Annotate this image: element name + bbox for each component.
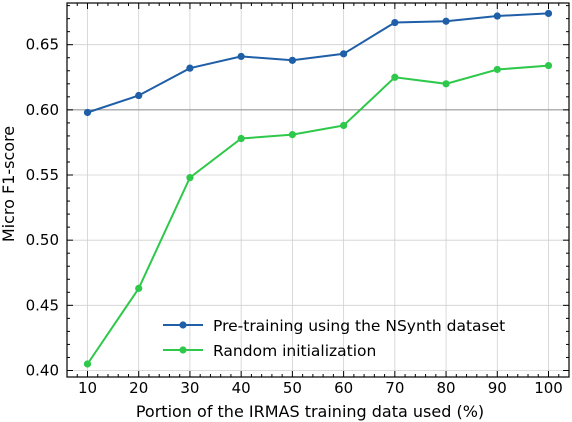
data-point — [288, 131, 296, 139]
legend-marker-random — [179, 346, 187, 354]
x-tick-label: 70 — [385, 379, 404, 397]
data-point — [544, 61, 553, 70]
data-point — [135, 91, 143, 100]
y-tick-label: 0.55 — [26, 166, 59, 184]
y-tick-labels: 0.40 0.45 0.50 0.55 0.60 0.65 — [26, 36, 59, 380]
plot-frame — [66, 2, 570, 378]
data-point — [237, 134, 245, 143]
grid-lines — [67, 3, 569, 377]
y-tick-label: 0.40 — [26, 361, 59, 379]
series-layer — [83, 9, 553, 368]
data-point — [83, 360, 92, 368]
data-point — [544, 9, 553, 18]
data-point — [237, 52, 245, 61]
x-axis-label: Portion of the IRMAS training data used … — [136, 402, 484, 421]
x-tick-label: 10 — [78, 379, 97, 397]
data-point — [340, 121, 348, 130]
data-point — [442, 80, 450, 88]
axis-ticks — [66, 3, 570, 377]
data-point — [493, 65, 501, 74]
x-tick-label: 20 — [129, 379, 148, 397]
data-point — [186, 64, 194, 72]
data-point — [493, 12, 501, 20]
data-point — [391, 73, 399, 81]
data-point — [135, 284, 143, 292]
legend-label-random: Random initialization — [213, 342, 376, 360]
x-tick-label: 40 — [232, 379, 251, 397]
data-point — [442, 17, 450, 25]
data-point — [288, 56, 296, 64]
data-point — [340, 50, 348, 58]
data-point — [83, 108, 92, 117]
y-tick-label: 0.60 — [26, 101, 59, 119]
y-tick-label: 0.45 — [26, 296, 59, 314]
y-axis-label: Micro F1-score — [0, 126, 18, 242]
data-point — [391, 18, 399, 27]
x-tick-label: 100 — [534, 379, 563, 397]
legend-entry-random: Random initialization — [163, 342, 376, 360]
x-tick-label: 90 — [488, 379, 507, 397]
x-tick-label: 50 — [283, 379, 302, 397]
series-line-0 — [87, 12, 549, 114]
y-tick-label: 0.65 — [26, 36, 59, 54]
x-tick-label: 80 — [437, 379, 456, 397]
legend: Pre-training using the NSynth dataset Ra… — [163, 317, 505, 360]
series-line-1 — [86, 64, 549, 365]
x-tick-label: 60 — [334, 379, 353, 397]
y-tick-label: 0.50 — [26, 231, 59, 249]
x-tick-labels: 10 20 30 40 50 60 70 80 90 100 — [78, 379, 563, 397]
x-tick-label: 30 — [180, 379, 199, 397]
legend-label-pretraining: Pre-training using the NSynth dataset — [213, 317, 505, 335]
data-point — [186, 174, 194, 182]
legend-entry-pretraining: Pre-training using the NSynth dataset — [163, 317, 505, 335]
legend-marker-pretraining — [179, 321, 187, 329]
